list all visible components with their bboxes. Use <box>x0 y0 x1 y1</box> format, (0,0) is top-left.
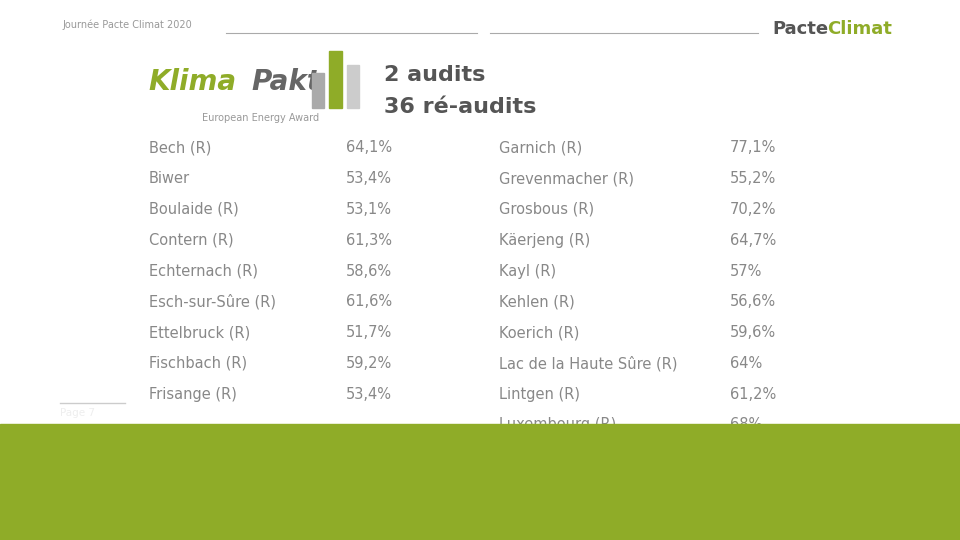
Text: Contern (R): Contern (R) <box>149 233 233 248</box>
Text: 53,4%: 53,4% <box>346 387 392 402</box>
Text: Climat: Climat <box>828 20 893 38</box>
Text: Page 7: Page 7 <box>60 408 95 418</box>
Text: 53,1%: 53,1% <box>346 202 392 217</box>
Text: Garnich (R): Garnich (R) <box>499 140 583 156</box>
Text: 61,2%: 61,2% <box>730 387 776 402</box>
Text: Esch-sur-Sûre (R): Esch-sur-Sûre (R) <box>149 294 276 310</box>
Text: Biwer: Biwer <box>149 171 190 186</box>
Text: European Energy Award: European Energy Award <box>202 113 319 124</box>
Text: Boulaide (R): Boulaide (R) <box>149 202 238 217</box>
Text: 57%: 57% <box>730 264 762 279</box>
Text: Bech (R): Bech (R) <box>149 140 211 156</box>
Text: Mamer (R): Mamer (R) <box>499 448 576 463</box>
Text: Mersch (R): Mersch (R) <box>499 510 578 525</box>
Text: Grosbous (R): Grosbous (R) <box>499 202 594 217</box>
Text: 2 audits: 2 audits <box>384 65 486 85</box>
Text: 51%: 51% <box>730 479 762 494</box>
Text: 64%: 64% <box>730 356 762 371</box>
Text: 61,6%: 61,6% <box>346 294 392 309</box>
Text: Kayl (R): Kayl (R) <box>499 264 557 279</box>
Text: 68%: 68% <box>730 417 762 433</box>
Text: Ettelbruck (R): Ettelbruck (R) <box>149 325 250 340</box>
Text: 56,6%: 56,6% <box>730 294 776 309</box>
Text: Kehlen (R): Kehlen (R) <box>499 294 575 309</box>
Text: Fischbach (R): Fischbach (R) <box>149 356 247 371</box>
Text: 51,7%: 51,7% <box>346 325 392 340</box>
Text: Manternach: Manternach <box>499 479 587 494</box>
Text: Luxembourg (R): Luxembourg (R) <box>499 417 616 433</box>
Text: 52,5%: 52,5% <box>730 448 776 463</box>
Text: 64,1%: 64,1% <box>346 140 392 156</box>
Text: Pacte: Pacte <box>773 20 828 38</box>
Text: 64,7%: 64,7% <box>730 233 776 248</box>
Text: 53,4%: 53,4% <box>346 171 392 186</box>
Text: Lac de la Haute Sûre (R): Lac de la Haute Sûre (R) <box>499 356 678 372</box>
Text: Lintgen (R): Lintgen (R) <box>499 387 580 402</box>
Text: 36 ré-audits: 36 ré-audits <box>384 97 537 117</box>
Text: 58,6%: 58,6% <box>346 264 392 279</box>
Text: 55,2%: 55,2% <box>730 171 776 186</box>
Text: Frisange (R): Frisange (R) <box>149 387 237 402</box>
Text: 77,1%: 77,1% <box>730 140 776 156</box>
Text: Käerjeng (R): Käerjeng (R) <box>499 233 590 248</box>
Text: 70,2%: 70,2% <box>730 202 776 217</box>
Text: Koerich (R): Koerich (R) <box>499 325 580 340</box>
Text: Pakt: Pakt <box>252 68 321 96</box>
Text: Klima: Klima <box>149 68 237 96</box>
Text: 61,3%: 61,3% <box>346 233 392 248</box>
Text: Journée Pacte Climat 2020: Journée Pacte Climat 2020 <box>62 20 192 30</box>
Text: 59,6%: 59,6% <box>730 325 776 340</box>
Text: 55,5%: 55,5% <box>730 510 776 525</box>
Text: 59,2%: 59,2% <box>346 356 392 371</box>
Text: Echternach (R): Echternach (R) <box>149 264 258 279</box>
Text: Grevenmacher (R): Grevenmacher (R) <box>499 171 635 186</box>
Text: www.pacteclimat.lu: www.pacteclimat.lu <box>802 516 898 526</box>
